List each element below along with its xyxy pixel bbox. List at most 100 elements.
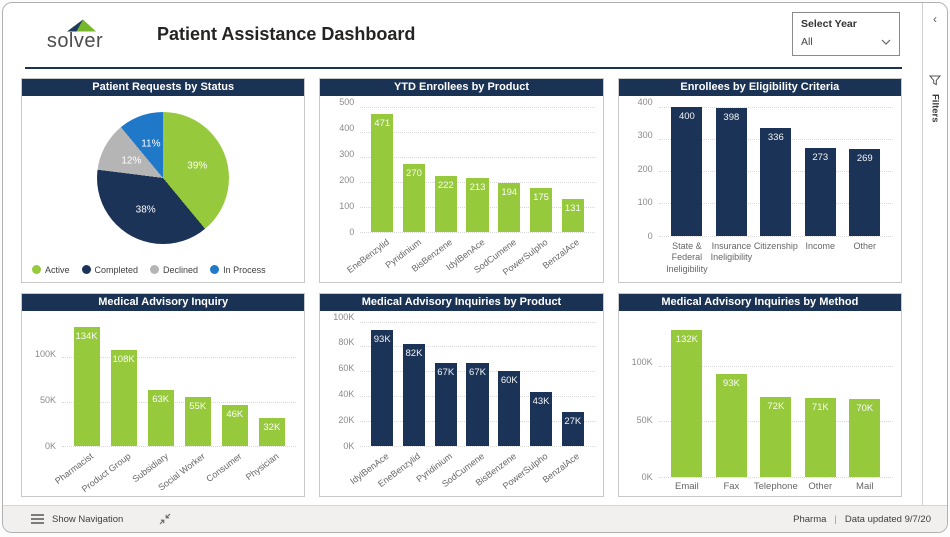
bar-value-label: 269 (856, 153, 873, 165)
bar-slot: 400 (665, 107, 709, 236)
bar-value-label: 132K (675, 334, 698, 346)
bar-state---federal-ineligibility[interactable]: 400 (671, 107, 703, 236)
bar-pyridinium[interactable]: 270 (402, 164, 426, 232)
show-navigation-button[interactable]: Show Navigation (31, 514, 123, 525)
header-divider (25, 67, 902, 69)
bar-value-label: 273 (812, 151, 829, 163)
panel-patient-requests-by-status: Patient Requests by Status 39% 38% 12% 11% A… (21, 78, 306, 283)
legend-label: Declined (163, 264, 199, 275)
x-axis-category-label: Citizenship (753, 240, 798, 251)
bar-email[interactable]: 132K (671, 330, 703, 477)
y-axis-tick-label: 400 (637, 97, 653, 107)
x-axis-spacer (623, 236, 659, 280)
bar-benzalace[interactable]: 27K (561, 412, 584, 446)
bar-enebenzylid[interactable]: 82K (402, 343, 426, 446)
x-axis-spacer (26, 446, 62, 494)
bar-income[interactable]: 273 (804, 147, 836, 236)
bar-slot: 270 (398, 107, 430, 232)
y-axis-tick-label: 50K (636, 414, 653, 425)
x-axis-category-label: Insurance Ineligibility (710, 240, 753, 263)
panel-enrollees-by-eligibility: Enrollees by Eligibility Criteria 0 100 20… (617, 78, 902, 283)
bar-slot: 108K (105, 322, 142, 446)
legend-item-declined[interactable]: Declined (150, 265, 198, 275)
y-axis-tick-label: 400 (339, 122, 355, 133)
legend-dot (81, 265, 91, 274)
bar-value-label: 32K (263, 421, 281, 433)
bar-bisbenzene[interactable]: 60K (498, 371, 521, 446)
solver-logo: solver (37, 19, 113, 51)
bar-chart: 0K 20K 40K 60K 80K 100K 93K 82K 67K 67K 60K 43K 27K I… (324, 312, 595, 495)
y-axis-tick-label: 100 (339, 200, 355, 211)
bar-value-label: 336 (767, 131, 784, 143)
bar-powersulpho[interactable]: 175 (529, 187, 553, 232)
x-axis-category-label: Telephone (753, 481, 798, 492)
legend-item-in-process[interactable]: In Process (210, 265, 266, 275)
bar-value-label: 63K (152, 393, 170, 405)
bars-group: 93K 82K 67K 67K 60K 43K 27K (360, 322, 594, 446)
x-axis-labels: State & Federal Ineligibility Insurance I… (659, 236, 893, 280)
bar-chart: 0 100 200 300 400 500 471 270 222 213 194 175 131 Ene… (324, 97, 595, 280)
bar-idylbenace[interactable]: 93K (371, 330, 394, 446)
y-axis-tick-label: 100 (637, 197, 653, 208)
bar-mail[interactable]: 70K (849, 399, 881, 477)
bar-pharmacist[interactable]: 134K (73, 326, 100, 446)
panel-inquiries-by-method: Medical Advisory Inquiries by Method 0K 5… (617, 292, 902, 497)
bar-pyridinium[interactable]: 67K (434, 362, 457, 446)
bar-product-group[interactable]: 108K (110, 349, 137, 446)
gridline (658, 107, 893, 108)
x-axis-labels: Email Fax Telephone Other Mail (659, 477, 893, 494)
y-axis-tick-label: 300 (637, 130, 653, 141)
bar-chart: 0K 50K 100K 134K 108K 63K 55K 46K 32K Pharmacist P… (26, 317, 297, 494)
bar-chart: 0K 50K 100K 132K 93K 72K 71K 70K Email Fax Telepho… (623, 317, 893, 495)
x-axis-labels: IdylBenAce EneBenzylid Pyridinium SodCumene… (348, 446, 594, 494)
bar-value-label: 46K (226, 409, 244, 421)
x-axis-category-label: Other (853, 240, 877, 251)
bar-value-label: 70K (856, 403, 874, 415)
bar-powersulpho[interactable]: 43K (529, 392, 553, 446)
y-axis-tick-label: 0K (641, 472, 653, 482)
fit-to-page-button[interactable] (159, 513, 171, 525)
gridline (62, 446, 297, 447)
bar-citizenship[interactable]: 336 (760, 127, 792, 236)
x-axis-labels: Pharmacist Product Group Subsidiary Social … (54, 446, 296, 494)
bar-sodcumene[interactable]: 67K (466, 362, 489, 446)
bar-telephone[interactable]: 72K (760, 397, 792, 477)
x-axis-category-label: State & Federal Ineligibility (666, 240, 708, 274)
collapse-filters-icon[interactable]: ‹ (933, 12, 937, 26)
bar-other[interactable]: 71K (804, 398, 836, 477)
gridline (360, 346, 595, 348)
legend-dot (210, 265, 220, 274)
pie-slice-label: 12% (121, 155, 142, 167)
bar-benzalace[interactable]: 131 (561, 198, 584, 232)
panel-title: Medical Advisory Inquiries by Product (320, 293, 603, 311)
footer-brand: Pharma (793, 513, 827, 525)
bar-subsidiary[interactable]: 63K (147, 389, 174, 446)
bar-bisbenzene[interactable]: 222 (434, 176, 457, 232)
pie-chart[interactable]: 39% 38% 12% 11% (97, 112, 230, 245)
year-dropdown[interactable]: All (801, 36, 891, 48)
legend-item-active[interactable]: Active (32, 265, 70, 275)
bar-enebenzylid[interactable]: 471 (371, 114, 394, 232)
legend-item-completed[interactable]: Completed (81, 265, 138, 275)
bar-value-label: 194 (501, 187, 518, 199)
filters-pane-label: Filters (929, 94, 941, 123)
legend: Active Completed Declined In Process (22, 261, 304, 282)
bar-sodcumene[interactable]: 194 (498, 183, 521, 232)
bar-social-worker[interactable]: 55K (184, 397, 211, 446)
x-axis-category: Email (665, 477, 709, 494)
x-axis-category: Insurance Ineligibility (709, 236, 753, 280)
bar-slot: 27K (557, 322, 589, 446)
bar-fax[interactable]: 93K (715, 373, 747, 477)
bar-physician[interactable]: 32K (258, 417, 285, 446)
x-axis-category: Fax (709, 477, 753, 494)
bar-consumer[interactable]: 46K (221, 405, 248, 446)
bars-group: 132K 93K 72K 71K 70K (659, 322, 893, 477)
gridline (360, 321, 595, 323)
bar-other[interactable]: 269 (849, 149, 881, 236)
gridline (360, 231, 595, 233)
year-slicer: Select Year All (792, 12, 900, 56)
bar-idylbenace[interactable]: 213 (466, 178, 489, 232)
bar-insurance-ineligibility[interactable]: 398 (715, 107, 747, 236)
y-axis-tick-label: 0 (349, 226, 355, 237)
bar-slot: 72K (754, 322, 798, 477)
